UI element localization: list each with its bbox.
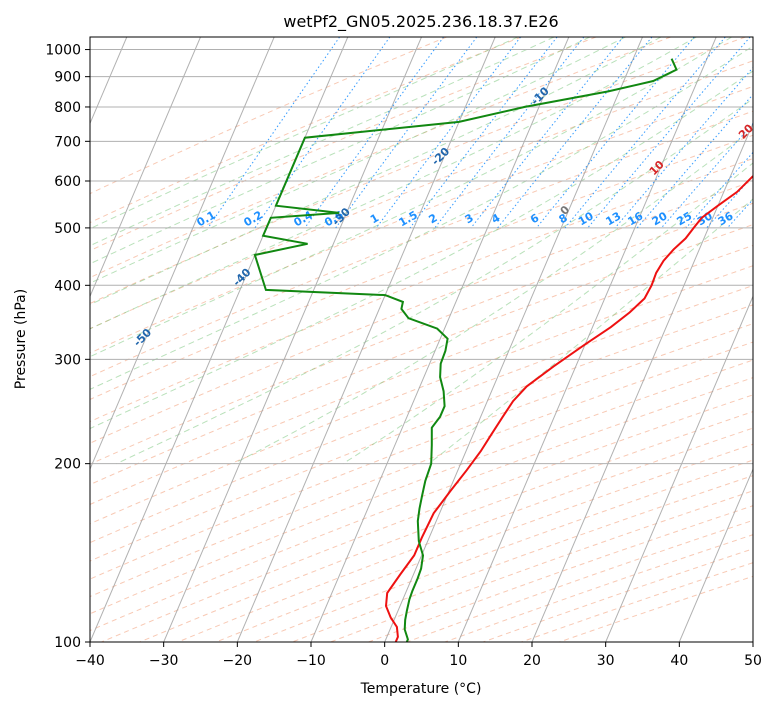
isotherm — [384, 37, 643, 642]
isotherm — [163, 37, 422, 642]
moist-adiabat — [90, 37, 626, 284]
dry-adiabat — [521, 562, 753, 642]
mixing-ratio-label: 13 — [603, 209, 623, 228]
dry-adiabat — [90, 37, 746, 305]
dry-adiabat — [90, 85, 753, 354]
mixing-ratio-line — [497, 37, 653, 229]
y-tick-label: 1000 — [45, 43, 81, 59]
mixing-ratio-label: 3 — [463, 211, 476, 226]
dry-adiabat — [90, 265, 753, 525]
dry-adiabat — [90, 37, 447, 195]
y-tick-label: 600 — [54, 174, 81, 190]
mixing-ratio-line — [564, 37, 726, 229]
mixing-ratio-line — [470, 37, 624, 229]
mixing-ratio-line — [685, 151, 753, 229]
dry-adiabat — [90, 323, 753, 580]
mixing-ratio-label: 1 — [368, 211, 381, 226]
moist-adiabat — [116, 98, 753, 465]
dry-adiabat — [215, 443, 753, 642]
isotherm — [678, 467, 753, 642]
mixing-ratio-line — [661, 122, 753, 229]
y-tick-label: 500 — [54, 221, 81, 237]
moist-adiabat — [90, 37, 519, 230]
moist-adiabat — [428, 198, 753, 465]
isotherm — [90, 37, 201, 298]
y-tick-label: 700 — [54, 134, 81, 150]
dry-adiabat — [444, 534, 753, 642]
dry-adiabat — [90, 224, 753, 486]
mixing-ratio-label: 10 — [576, 209, 596, 228]
plot-area: 0.10.20.40.611.52346810131620253036-100-… — [32, 37, 753, 642]
moist-adiabat — [342, 162, 753, 465]
isotherm — [90, 37, 349, 642]
moist-adiabat — [90, 37, 697, 330]
moist-adiabat — [233, 128, 753, 465]
dry-adiabat — [90, 37, 522, 224]
isotherm — [605, 295, 753, 642]
axis-ticks: −40 −30 −20 −10 0 10 20 30 40 50 100 200 300 400 500 60… — [45, 43, 762, 669]
plot-frame — [89, 36, 754, 643]
moist-adiabat — [90, 37, 591, 265]
mixing-ratio-label: 20 — [650, 209, 670, 228]
x-tick-label: −40 — [75, 653, 105, 669]
moist-adiabat — [90, 70, 753, 430]
mixing-ratio-line — [636, 93, 753, 229]
x-tick-label: 20 — [523, 653, 541, 669]
isotherm — [457, 37, 717, 642]
x-tick-label: 0 — [380, 653, 389, 669]
mixing-ratio-line — [409, 37, 558, 229]
y-tick-label: 400 — [54, 278, 81, 294]
mixing-ratio-label: 36 — [716, 209, 736, 228]
y-tick-label: 900 — [54, 70, 81, 86]
x-axis-title: Temperature (°C) — [360, 681, 482, 697]
mixing-ratio-line — [536, 37, 695, 229]
y-axis-title: Pressure (hPa) — [13, 289, 29, 389]
y-tick-label: 200 — [54, 457, 81, 473]
y-tick-label: 300 — [54, 352, 81, 368]
x-tick-label: −10 — [296, 653, 326, 669]
isotherm — [236, 37, 496, 642]
y-tick-label: 800 — [54, 100, 81, 116]
dry-adiabat — [90, 202, 753, 465]
dry-adiabat — [90, 110, 753, 378]
isotherm — [90, 37, 275, 471]
x-tick-label: 30 — [597, 653, 615, 669]
mixing-ratio-label: 30 — [695, 209, 715, 228]
isotherm-label: -50 — [131, 326, 154, 349]
dry-adiabat — [90, 134, 753, 401]
isotherm-label: -60 — [32, 386, 55, 409]
mixing-ratio-line — [304, 37, 445, 229]
isotherm — [752, 640, 753, 642]
x-tick-label: −30 — [149, 653, 179, 669]
dry-adiabat — [177, 427, 753, 642]
x-tick-label: 40 — [670, 653, 688, 669]
mixing-ratio-line — [375, 37, 521, 229]
mixing-ratio-label: 1.5 — [397, 208, 420, 229]
isotherm — [531, 122, 753, 642]
dry-adiabat — [90, 341, 753, 598]
mixing-ratio-line — [434, 37, 585, 229]
moist-adiabat — [90, 45, 753, 390]
x-tick-label: 50 — [744, 653, 762, 669]
isotherm — [310, 37, 570, 642]
dry-adiabat — [90, 37, 671, 279]
dry-adiabat — [90, 37, 597, 252]
y-tick-label: 100 — [54, 635, 81, 651]
isotherm-label: -20 — [429, 145, 452, 168]
dry-adiabat — [90, 377, 753, 632]
moist-adiabat — [90, 37, 555, 247]
x-tick-label: −20 — [223, 653, 253, 669]
mixing-ratio-line — [207, 37, 341, 229]
mixing-ratio-line — [335, 37, 478, 229]
chart-title: wetPf2_GN05.2025.236.18.37.E26 — [283, 12, 558, 32]
series-line-1 — [253, 58, 678, 642]
series-line-0 — [384, 174, 753, 642]
moist-adiabat — [90, 37, 662, 306]
x-tick-label: 10 — [449, 653, 467, 669]
mixing-ratio-label: 2 — [426, 211, 439, 226]
